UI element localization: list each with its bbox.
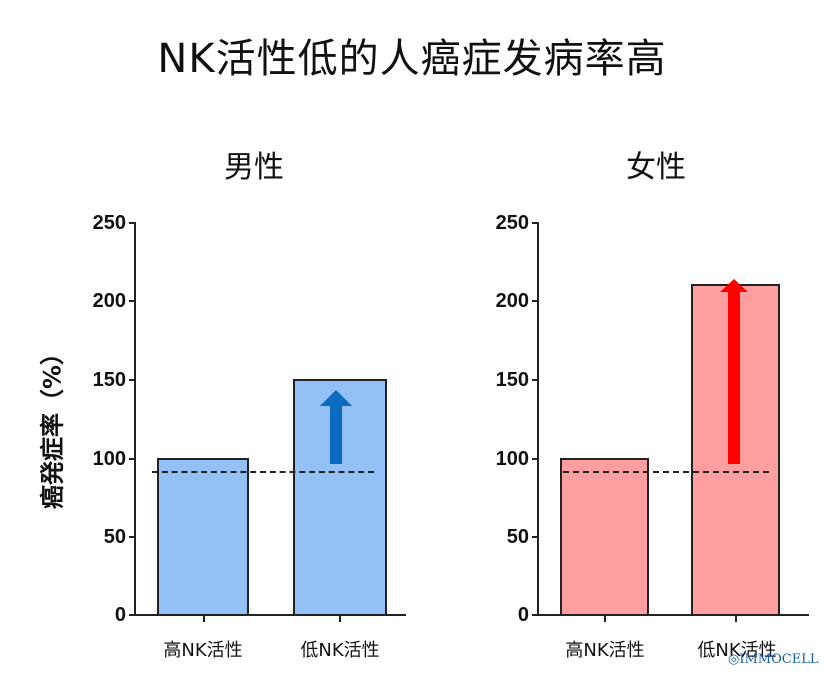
bar-female-high-nk bbox=[560, 458, 649, 616]
female-y-axis bbox=[537, 222, 539, 616]
tick-50: 50 bbox=[103, 526, 126, 548]
x-label-high-nk: 高NK活性 bbox=[565, 640, 645, 661]
tick-250: 250 bbox=[495, 212, 529, 234]
up-arrow-icon bbox=[720, 279, 748, 464]
male-y-axis bbox=[134, 222, 136, 616]
tick-100: 100 bbox=[92, 448, 126, 470]
female-subtitle: 女性 bbox=[626, 150, 686, 185]
tick-150: 150 bbox=[495, 369, 529, 391]
x-label-low-nk: 低NK活性 bbox=[697, 640, 777, 661]
tick-250: 250 bbox=[92, 212, 126, 234]
tick-50: 50 bbox=[506, 526, 529, 548]
chart-title: NK活性低的人癌症发病率高 bbox=[157, 36, 667, 82]
tick-0: 0 bbox=[517, 604, 529, 626]
y-axis-label: 癌発症率（%） bbox=[38, 340, 67, 510]
female-baseline bbox=[563, 471, 769, 473]
x-label-high-nk: 高NK活性 bbox=[163, 640, 243, 661]
male-baseline bbox=[152, 471, 374, 473]
male-subtitle: 男性 bbox=[224, 150, 284, 185]
immocell-watermark: ◎IMMOCELL bbox=[728, 652, 819, 667]
bar-male-high-nk bbox=[157, 458, 249, 616]
up-arrow-icon bbox=[320, 390, 352, 464]
tick-200: 200 bbox=[92, 290, 126, 312]
x-label-low-nk: 低NK活性 bbox=[300, 640, 380, 661]
male-x-axis bbox=[134, 614, 406, 616]
tick-0: 0 bbox=[114, 604, 126, 626]
tick-200: 200 bbox=[495, 290, 529, 312]
tick-100: 100 bbox=[495, 448, 529, 470]
tick-150: 150 bbox=[92, 369, 126, 391]
female-x-axis bbox=[537, 614, 809, 616]
